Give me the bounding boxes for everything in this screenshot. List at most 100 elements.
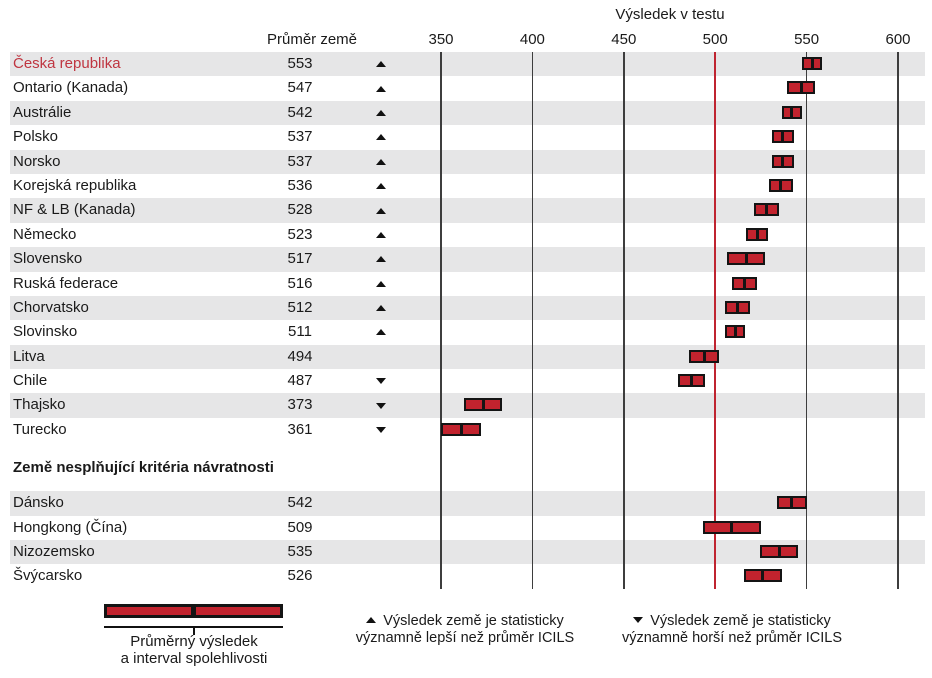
confidence-interval-bar [724,300,750,314]
mean-marker [735,300,739,314]
confidence-interval-bar [781,105,803,119]
mean-marker [730,520,734,534]
main-country-rows: Česká republika 553 Ontario (Kanada) 547… [0,52,932,442]
average-value: 487 [287,372,313,390]
country-row: Chorvatsko 512 [0,295,932,321]
axis-tick-label: 550 [794,31,820,48]
country-label: Slovinsko [13,323,78,341]
confidence-interval-bar [769,178,793,192]
mean-marker [481,398,485,412]
mean-marker [810,57,814,70]
confidence-interval-bar [689,349,720,363]
significance-icon [373,247,389,271]
row-stripe [10,52,925,77]
country-label: Polsko [13,128,59,146]
significance-icon [373,150,389,174]
country-label: NF & LB (Kanada) [13,201,136,219]
legend-worse-text1: Výsledek země je statisticky [650,613,831,629]
axis-tick-label: 400 [519,31,545,48]
average-value: 542 [287,103,313,121]
average-value: 523 [287,225,313,243]
average-column-header: Průměr země [266,31,358,48]
mean-marker [689,374,693,388]
significance-icon [373,369,389,393]
average-value: 547 [287,79,313,97]
row-stripe [10,198,925,223]
confidence-interval-bar [754,203,779,217]
country-row: Slovensko 517 [0,247,932,272]
triangle-up-icon [366,617,377,624]
axis-tick-label: 450 [611,31,637,48]
significance-icon [373,76,389,100]
legend-worse-line1: Výsledek země je statisticky [598,613,866,630]
significance-icon [373,393,389,417]
significance-icon [373,516,389,540]
legend-better-text1: Výsledek země je statisticky [383,613,564,629]
legend-underline-tick [192,628,195,635]
row-stripe [10,247,925,272]
significance-icon [373,272,389,296]
confidence-interval-bar [787,81,815,95]
country-row: Ruská federace 516 [0,272,932,296]
mean-marker [790,496,794,510]
confidence-interval-bar [732,276,757,290]
country-label: Švýcarsko [13,567,83,585]
nonresponse-country-rows: Dánsko 542 Hongkong (Čína) 509 Nizozemsk… [0,491,932,589]
confidence-interval-bar [702,520,761,534]
country-label: Ontario (Kanada) [13,79,129,97]
country-row: Nizozemsko 535 [0,540,932,565]
confidence-interval-bar [743,569,782,583]
mean-marker [799,81,803,95]
country-row: Slovinsko 511 [0,320,932,344]
average-value: 516 [287,274,313,292]
country-label: Nizozemsko [13,543,95,561]
average-value: 517 [287,250,313,268]
country-label: Turecko [13,420,67,438]
country-row: Litva 494 [0,344,932,370]
mean-marker [764,203,768,217]
confidence-interval-bar [772,130,794,144]
average-value: 494 [287,347,313,365]
mean-marker [755,227,759,241]
confidence-interval-bar [777,496,807,510]
significance-icon [373,101,389,125]
country-label: Hongkong (Čína) [13,518,128,536]
mean-marker [790,105,794,119]
mean-marker [744,252,748,266]
country-row: Thajsko 373 [0,393,932,418]
significance-icon [373,320,389,344]
country-label: Chorvatsko [13,298,89,316]
average-value: 542 [287,494,313,512]
significance-icon [373,296,389,320]
confidence-interval-bar [725,325,746,339]
confidence-interval-bar [772,154,794,168]
row-stripe [10,100,925,126]
axis-tick-label: 600 [885,31,911,48]
significance-icon [373,174,389,198]
mean-marker [779,178,783,192]
mean-marker [702,349,706,363]
country-label: Korejská republika [13,176,137,194]
legend-worse: Výsledek země je statisticky významně ho… [598,613,866,647]
legend-better-text2: významně lepší než průměr ICILS [355,630,575,646]
country-label: Slovensko [13,250,83,268]
mean-marker [742,276,746,290]
legend-interval-label-line1: Průměrný výsledek [130,633,258,650]
average-value: 537 [287,152,313,170]
average-value: 537 [287,128,313,146]
confidence-interval-bar [727,252,766,266]
confidence-interval-bar [802,57,822,70]
country-label: Ruská federace [13,274,119,292]
country-label: Německo [13,225,77,243]
country-row: Dánsko 542 [0,491,932,516]
confidence-interval-bar [746,227,769,241]
confidence-interval-bar [463,398,503,412]
axis-tick-label: 350 [428,31,454,48]
average-value: 536 [287,176,313,194]
mean-marker [733,325,737,339]
country-label: Litva [13,347,45,365]
country-label: Thajsko [13,396,66,414]
row-stripe [10,295,925,321]
country-row: Česká republika 553 [0,52,932,77]
